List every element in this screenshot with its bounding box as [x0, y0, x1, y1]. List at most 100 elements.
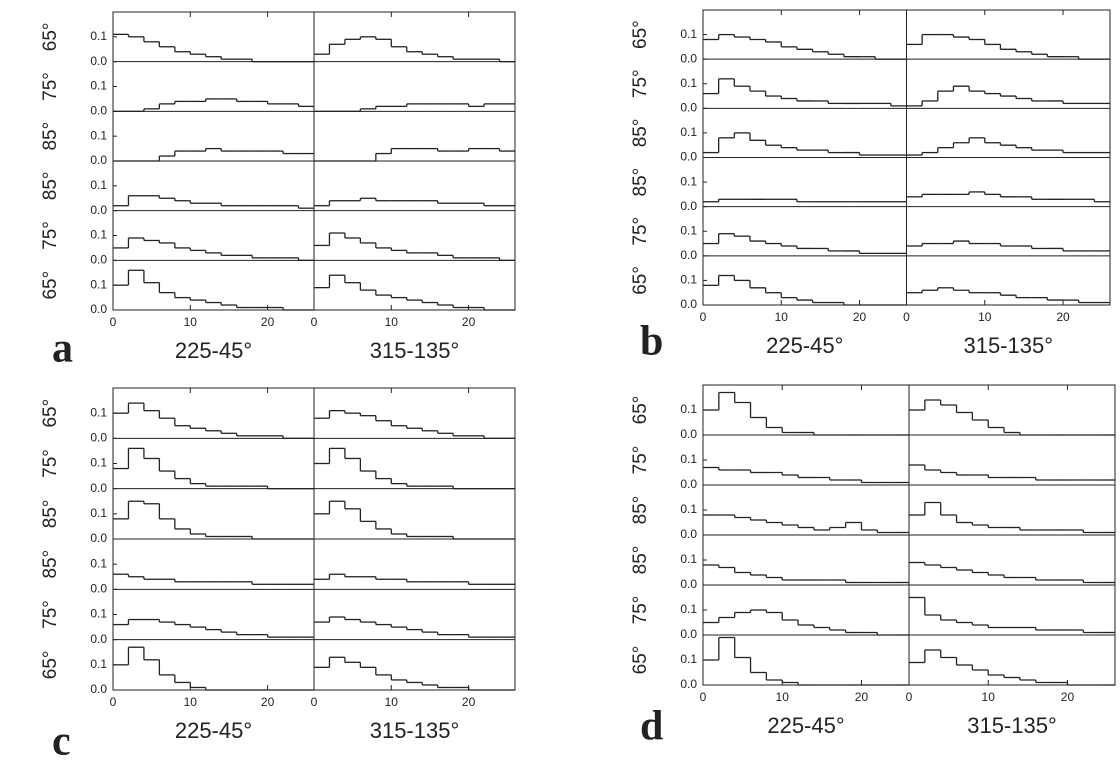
- y-tick-label: 0.0: [680, 677, 697, 691]
- y-tick-label: 0.0: [680, 248, 697, 262]
- y-tick-label: 0.0: [680, 297, 697, 311]
- y-tick-label: 0.1: [680, 402, 697, 416]
- panel-letter: d: [640, 704, 663, 750]
- y-tick-label: 0.0: [680, 150, 697, 164]
- y-tick-label: 0.1: [680, 27, 697, 41]
- y-tick-label: 0.0: [680, 51, 697, 65]
- y-tick-label: 0.1: [680, 652, 697, 666]
- y-tick-label: 0.0: [90, 582, 107, 596]
- y-tick-label: 0.0: [90, 632, 107, 646]
- x-tick-label: 10: [776, 690, 790, 704]
- x-tick-label: 0: [110, 315, 117, 329]
- x-tick-label: 20: [855, 690, 869, 704]
- row-label: 75°: [630, 217, 651, 246]
- row-label: 65°: [630, 20, 651, 49]
- y-tick-label: 0.1: [90, 79, 107, 93]
- panel-letter: c: [52, 719, 71, 765]
- y-tick-label: 0.0: [90, 203, 107, 217]
- y-tick-label: 0.0: [90, 104, 107, 118]
- row-label: 65°: [40, 271, 61, 300]
- column-title: 225-45°: [175, 718, 252, 743]
- row-label: 75°: [40, 221, 61, 250]
- x-tick-label: 20: [1056, 310, 1070, 324]
- y-tick-label: 0.0: [680, 101, 697, 115]
- y-tick-label: 0.0: [680, 627, 697, 641]
- y-tick-label: 0.1: [90, 178, 107, 192]
- x-tick-label: 20: [462, 695, 476, 709]
- y-tick-label: 0.1: [90, 29, 107, 43]
- y-tick-label: 0.0: [90, 54, 107, 68]
- row-label: 85°: [40, 122, 61, 151]
- x-tick-label: 10: [385, 695, 399, 709]
- row-label: 85°: [630, 119, 651, 148]
- x-tick-label: 20: [261, 315, 275, 329]
- column-title: 315-135°: [963, 333, 1053, 358]
- x-tick-label: 10: [775, 310, 789, 324]
- row-label: 65°: [40, 399, 61, 428]
- row-label: 85°: [630, 546, 651, 575]
- column-title: 315-135°: [370, 338, 460, 363]
- row-label: 85°: [40, 499, 61, 528]
- row-label: 65°: [40, 650, 61, 679]
- x-tick-label: 0: [110, 695, 117, 709]
- y-tick-label: 0.1: [90, 607, 107, 621]
- y-tick-label: 0.1: [680, 452, 697, 466]
- column-title: 315-135°: [967, 713, 1057, 738]
- y-tick-label: 0.0: [680, 199, 697, 213]
- panel-letter: b: [640, 319, 663, 365]
- x-tick-label: 10: [978, 310, 992, 324]
- column-title: 315-135°: [370, 718, 460, 743]
- y-tick-label: 0.0: [680, 477, 697, 491]
- row-label: 85°: [40, 171, 61, 200]
- y-tick-label: 0.1: [680, 502, 697, 516]
- row-label: 85°: [40, 550, 61, 579]
- x-tick-label: 10: [184, 315, 198, 329]
- x-tick-label: 0: [906, 690, 913, 704]
- y-tick-label: 0.1: [90, 456, 107, 470]
- y-tick-label: 0.1: [680, 76, 697, 90]
- y-tick-label: 0.1: [680, 552, 697, 566]
- x-tick-label: 0: [311, 315, 318, 329]
- y-tick-label: 0.1: [90, 506, 107, 520]
- y-tick-label: 0.0: [680, 577, 697, 591]
- y-tick-label: 0.1: [90, 228, 107, 242]
- y-tick-label: 0.0: [680, 427, 697, 441]
- y-tick-label: 0.1: [90, 556, 107, 570]
- x-tick-label: 10: [385, 315, 399, 329]
- row-label: 75°: [630, 596, 651, 625]
- row-label: 85°: [630, 168, 651, 197]
- column-title: 225-45°: [175, 338, 252, 363]
- y-tick-label: 0.0: [90, 431, 107, 445]
- x-tick-label: 10: [982, 690, 996, 704]
- x-tick-label: 20: [261, 695, 275, 709]
- y-tick-label: 0.0: [90, 682, 107, 696]
- x-tick-label: 0: [311, 695, 318, 709]
- x-tick-label: 0: [903, 310, 910, 324]
- column-title: 225-45°: [767, 713, 844, 738]
- y-tick-label: 0.0: [90, 253, 107, 267]
- row-label: 85°: [630, 496, 651, 525]
- y-tick-label: 0.1: [680, 223, 697, 237]
- x-tick-label: 10: [184, 695, 198, 709]
- y-tick-label: 0.0: [90, 302, 107, 316]
- x-tick-label: 20: [462, 315, 476, 329]
- panel-letter: a: [52, 326, 73, 372]
- y-tick-label: 0.1: [680, 125, 697, 139]
- y-tick-label: 0.0: [90, 153, 107, 167]
- x-tick-label: 20: [853, 310, 867, 324]
- row-label: 65°: [40, 22, 61, 51]
- y-tick-label: 0.0: [680, 527, 697, 541]
- y-tick-label: 0.1: [90, 277, 107, 291]
- row-label: 75°: [630, 446, 651, 475]
- row-label: 75°: [40, 600, 61, 629]
- x-tick-label: 20: [1061, 690, 1075, 704]
- row-label: 65°: [630, 646, 651, 675]
- row-label: 65°: [630, 396, 651, 425]
- y-tick-label: 0.1: [680, 174, 697, 188]
- x-tick-label: 0: [700, 310, 707, 324]
- row-label: 75°: [40, 72, 61, 101]
- x-tick-label: 0: [700, 690, 707, 704]
- row-label: 65°: [630, 266, 651, 295]
- y-tick-label: 0.1: [90, 657, 107, 671]
